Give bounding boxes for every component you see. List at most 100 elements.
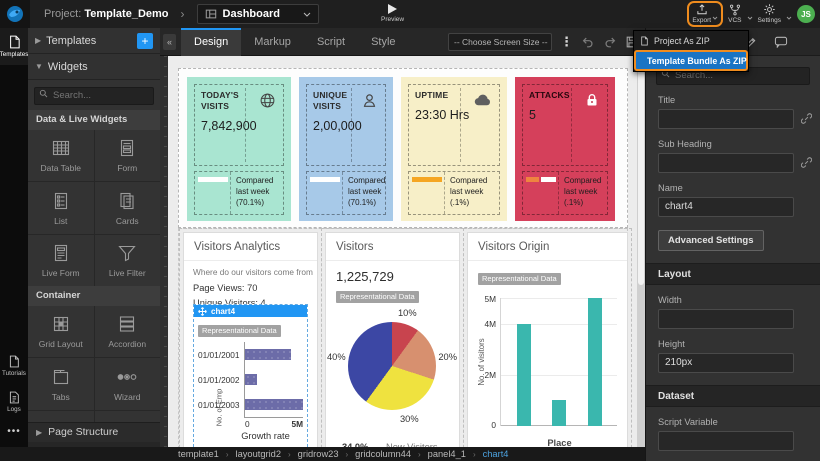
column-chart: No. of visitors 5M 4M 2M 0 xyxy=(477,294,617,430)
kpi-compare: Compared last week (70.1%) xyxy=(306,171,386,215)
cloud-icon xyxy=(474,94,490,106)
export-button[interactable]: Export xyxy=(692,4,711,25)
panel-visitors-origin[interactable]: Visitors Origin Representational Data No… xyxy=(463,228,632,447)
toolbar-right-group: -- Choose Screen Size -- ⋮ xyxy=(448,32,645,51)
widget-grid-data: Data Table Form List Cards xyxy=(28,129,160,286)
preview-button[interactable]: Preview xyxy=(381,4,404,23)
kpi-cards-container[interactable]: TODAY'S VISITS 7,842,900 Compared last w… xyxy=(178,68,628,228)
legend-percent: 34.0% xyxy=(342,442,369,447)
widget-item-live-form[interactable]: Live Form xyxy=(28,234,94,286)
vcs-button[interactable]: VCS xyxy=(728,4,742,25)
widget-label: Live Filter xyxy=(108,268,146,279)
more-options-icon[interactable]: ⋮ xyxy=(560,34,573,49)
panel-visitors-analytics[interactable]: Visitors Analytics Where do our visitors… xyxy=(179,228,322,447)
tab-style[interactable]: Style xyxy=(371,35,396,48)
tab-design[interactable]: Design xyxy=(181,27,242,56)
kpi-card-todays-visits[interactable]: TODAY'S VISITS 7,842,900 Compared last w… xyxy=(187,77,291,221)
title-input[interactable] xyxy=(658,108,794,129)
dashed-divider xyxy=(460,88,462,162)
design-canvas: TODAY'S VISITS 7,842,900 Compared last w… xyxy=(160,56,645,447)
brand-logo-icon xyxy=(7,6,23,22)
widget-item-grid-layout[interactable]: Grid Layout xyxy=(28,305,94,358)
chart4-widget-selected[interactable]: chart4 Representational Data No. of Emp … xyxy=(193,304,308,447)
kpi-card-unique-visits[interactable]: UNIQUE VISITS 2,00,000 Compared last wee… xyxy=(299,77,393,221)
kpi-card-main: UNIQUE VISITS 2,00,000 xyxy=(306,84,386,166)
vcs-branch-icon xyxy=(729,4,740,16)
tab-script[interactable]: Script xyxy=(316,35,346,48)
widget-search-input[interactable] xyxy=(34,86,154,105)
width-input[interactable] xyxy=(658,308,794,329)
export-dropdown-menu: Project As ZIP Template Bundle As ZIP xyxy=(633,30,749,72)
panel-title: Visitors Analytics xyxy=(184,233,317,261)
layout-section-header[interactable]: Layout xyxy=(646,262,820,285)
widget-item-partial[interactable]: •••• xyxy=(94,410,160,422)
rail-item-templates[interactable]: Templates xyxy=(0,28,28,65)
page-selector-dropdown[interactable]: Dashboard xyxy=(196,4,319,24)
templates-section-header[interactable]: ▶ Templates + xyxy=(28,28,160,54)
kpi-card-attacks[interactable]: ATTACKS 5 Compared last week (.1%) xyxy=(515,77,615,221)
name-input[interactable] xyxy=(658,196,794,217)
script-variable-input[interactable] xyxy=(658,430,794,451)
comment-icon[interactable] xyxy=(774,35,788,48)
pie-chart: 10% 20% 30% 40% xyxy=(326,308,459,440)
undo-icon[interactable] xyxy=(581,35,595,49)
chart4-widget-header[interactable]: chart4 xyxy=(194,305,307,317)
canvas-page[interactable]: TODAY'S VISITS 7,842,900 Compared last w… xyxy=(168,56,637,447)
move-icon xyxy=(198,306,207,316)
menu-item-template-bundle-as-zip[interactable]: Template Bundle As ZIP xyxy=(634,50,748,71)
sub-heading-input[interactable] xyxy=(658,152,794,173)
page-structure-header[interactable]: ▶ Page Structure xyxy=(28,421,160,442)
rail-item-logs[interactable]: Logs xyxy=(0,384,28,420)
widgets-section-header[interactable]: ▼ Widgets xyxy=(28,54,160,80)
breadcrumb-item[interactable]: layoutgrid2 xyxy=(235,449,281,459)
play-icon xyxy=(388,4,398,14)
height-input[interactable] xyxy=(658,352,794,373)
breadcrumb-item-active[interactable]: chart4 xyxy=(482,449,509,459)
widget-item-form[interactable]: Form xyxy=(94,129,160,182)
widget-item-live-filter[interactable]: Live Filter xyxy=(94,234,160,286)
widget-item-cards[interactable]: Cards xyxy=(94,182,160,234)
canvas-scrollbar[interactable] xyxy=(637,56,645,447)
user-avatar[interactable]: JS xyxy=(797,5,815,23)
top-bar: Project: Template_Demo › Dashboard Previ… xyxy=(0,0,820,28)
name-field-label: Name xyxy=(658,182,683,193)
templates-header-label: Templates xyxy=(46,34,97,47)
tab-markup[interactable]: Markup xyxy=(254,35,291,48)
breadcrumb-item[interactable]: template1 xyxy=(178,449,219,459)
kpi-value: 7,842,900 xyxy=(201,119,257,134)
widget-item-tabs[interactable]: Tabs xyxy=(28,358,94,410)
breadcrumb-item[interactable]: gridcolumn44 xyxy=(355,449,411,459)
screen-size-value: -- Choose Screen Size -- xyxy=(454,36,548,47)
breadcrumb-item[interactable]: panel4_1 xyxy=(427,449,466,459)
settings-button[interactable]: Settings xyxy=(758,3,781,25)
sub-heading-field-label: Sub Heading xyxy=(658,138,712,149)
dataset-section-header[interactable]: Dataset xyxy=(646,384,820,407)
redo-icon[interactable] xyxy=(603,35,617,49)
x-tick: 5M xyxy=(291,419,303,429)
scrollbar-thumb[interactable] xyxy=(638,58,644,285)
widget-item-list[interactable]: List xyxy=(28,182,94,234)
rail-item-tutorials[interactable]: Tutorials xyxy=(0,348,28,384)
bind-link-icon[interactable] xyxy=(801,157,812,168)
panel-visitors[interactable]: Visitors 1,225,729 Representational Data… xyxy=(321,228,464,447)
menu-item-label: Template Bundle As ZIP xyxy=(647,55,747,66)
add-template-button[interactable]: + xyxy=(137,32,153,49)
screen-size-select[interactable]: -- Choose Screen Size -- xyxy=(448,32,552,51)
pie-slice-label: 30% xyxy=(400,414,419,424)
kpi-card-main: TODAY'S VISITS 7,842,900 xyxy=(194,84,284,166)
widget-item-partial[interactable] xyxy=(28,410,94,422)
rail-more-icon[interactable]: ••• xyxy=(7,426,21,437)
menu-item-project-as-zip[interactable]: Project As ZIP xyxy=(634,31,748,50)
grid-layout-icon xyxy=(53,317,68,332)
app-logo[interactable] xyxy=(0,0,30,28)
bind-link-icon[interactable] xyxy=(801,113,812,124)
sidebar-collapse-button[interactable]: « xyxy=(163,33,176,50)
widget-item-wizard[interactable]: Wizard xyxy=(94,358,160,410)
advanced-settings-button[interactable]: Advanced Settings xyxy=(658,229,764,251)
widget-item-data-table[interactable]: Data Table xyxy=(28,129,94,182)
widget-item-accordion[interactable]: Accordion xyxy=(94,305,160,358)
kpi-card-uptime[interactable]: UPTIME 23:30 Hrs Compared last week (.1%… xyxy=(401,77,507,221)
rail-templates-label: Templates xyxy=(0,51,29,58)
breadcrumb-item[interactable]: gridrow23 xyxy=(297,449,339,459)
project-title: Project: Template_Demo xyxy=(44,8,169,20)
